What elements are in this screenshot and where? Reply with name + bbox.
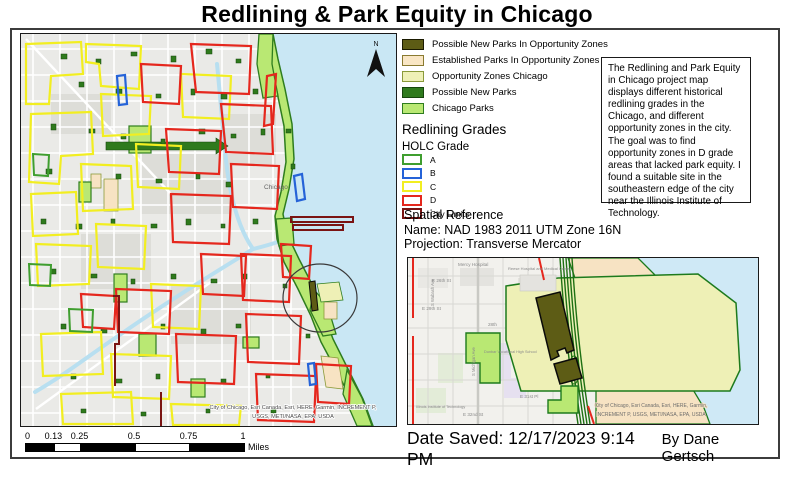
legend: Possible New Parks In Opportunity Zones …: [402, 36, 608, 221]
inset-map: Mercy Hospital Reese Hospital and Medica…: [407, 257, 759, 425]
legend-item: Opportunity Zones Chicago: [402, 68, 597, 84]
label-e31st: E 31st Pl: [520, 394, 538, 399]
legend-swatch-possible-new-parks: [402, 86, 424, 98]
inset-labels: Mercy Hospital Reese Hospital and Medica…: [416, 262, 572, 417]
legend-item-label: Possible New Parks In Opportunity Zones: [432, 38, 608, 50]
redlining-grades-heading: Redlining Grades: [402, 122, 507, 137]
scale-bar-ticks: 0 0.13 0.25 0.5 0.75 1: [25, 431, 246, 442]
scale-segment: [134, 444, 191, 451]
holc-b-zones: [115, 73, 318, 387]
inset-hospital-block: [519, 274, 557, 292]
footer: Date Saved: 12/17/2023 9:14 PM By Dane G…: [407, 428, 767, 470]
holc-item: B: [402, 167, 597, 181]
spatial-reference-heading: Spatial Reference: [404, 208, 504, 222]
scale-tick: 0.75: [179, 431, 198, 441]
legend-item: Possible New Parks: [402, 84, 597, 100]
inset-attribution-line1: City of Chicago, Esri Canada, Esri, HERE…: [595, 403, 708, 409]
scale-bar: 0 0.13 0.25 0.5 0.75 1 Miles: [25, 431, 275, 455]
inset-attribution-line2: INCREMENT P, USGS, METI/NASA, EPA, USDA: [596, 412, 706, 418]
legend-item-label: Established Parks In Opportunity Zones: [432, 54, 600, 66]
holc-item-label: A: [430, 154, 436, 165]
north-arrow-glyph: [367, 49, 385, 77]
city-label: Chicago: [264, 184, 288, 191]
site-possible-park: [308, 280, 319, 312]
label-dunbar: Dunbar Vocational High School: [484, 350, 537, 354]
legend-item-label: Chicago Parks: [432, 102, 494, 114]
scale-segment: [26, 444, 54, 451]
inset-red-roads: [412, 258, 595, 424]
legend-item: Established Parks In Opportunity Zones: [402, 52, 600, 68]
attribution-line2: USGS, METI/NASA, EPA, USDA: [252, 414, 334, 420]
holc-item-label: City Limits: [430, 208, 470, 219]
holc-c-zones: [24, 40, 243, 426]
label-28th: 28th: [488, 322, 497, 327]
holc-item: C: [402, 180, 597, 194]
legend-swatch-established-parks-oz: [402, 54, 424, 66]
north-label: N: [373, 41, 378, 48]
legend-item: Possible New Parks In Opportunity Zones: [402, 36, 608, 52]
scale-tick: 0.5: [127, 431, 141, 441]
north-arrow: N: [367, 41, 385, 77]
holc-item-label: D: [430, 195, 437, 206]
city-limits-lines: [113, 216, 354, 426]
label-iit: Illinois Institute of Technology: [416, 405, 465, 409]
spatial-reference-projection: Projection: Transverse Mercator: [404, 237, 582, 251]
main-map-canvas: N Chicago City of Chicago, Esri Canada, …: [21, 34, 396, 426]
site-circle-annotation: [282, 263, 358, 333]
holc-item-label: C: [430, 181, 437, 192]
author-text: By Dane Gertsch: [661, 431, 720, 465]
inset-map-canvas: Mercy Hospital Reese Hospital and Medica…: [408, 258, 758, 424]
holc-item: D: [402, 194, 597, 208]
label-e26th: E 26th St: [432, 278, 452, 283]
scale-tick: 0.25: [70, 431, 89, 441]
legend-swatch-opportunity-zones: [402, 70, 424, 82]
inset-possible-new-park: [535, 291, 583, 385]
label-michigan: S Michigan Ave: [471, 347, 476, 376]
scale-unit-label: Miles: [248, 442, 270, 452]
holc-d-zones: [79, 42, 353, 424]
attribution-line1: City of Chicago, Esri Canada, Esri, HERE…: [209, 405, 376, 411]
holc-swatch-b: [402, 167, 422, 179]
lakefront-parks: [266, 34, 374, 426]
label-wabash: S Wabash Ave: [430, 278, 435, 306]
main-map-attribution: City of Chicago, Esri Canada, Esri, HERE…: [209, 404, 378, 420]
main-map: N Chicago City of Chicago, Esri Canada, …: [20, 33, 397, 427]
inset-street-grid: [408, 258, 568, 424]
scale-tick: 1: [240, 431, 246, 441]
legend-swatch-chicago-parks: [402, 102, 424, 114]
label-e29th: E 29th St: [422, 306, 442, 311]
inset-attribution: City of Chicago, Esri Canada, Esri, HERE…: [594, 402, 708, 418]
spatial-reference: Spatial Reference Name: NAD 1983 2011 UT…: [404, 208, 621, 252]
legend-item: Chicago Parks: [402, 100, 597, 116]
description-text: The Redlining and Park Equity in Chicago…: [608, 63, 741, 220]
site-opportunity-zone: [316, 281, 344, 303]
holc-item: A: [402, 153, 597, 167]
legend-item-label: Possible New Parks: [432, 86, 517, 98]
holc-item: City Limits: [402, 207, 597, 221]
scale-segment: [81, 444, 135, 451]
holc-swatch-city-limits: [402, 208, 422, 220]
holc-grade-heading: HOLC Grade: [402, 141, 470, 153]
scale-tick: 0.13: [44, 431, 63, 441]
holc-swatch-a: [402, 154, 422, 166]
scale-segment: [190, 444, 244, 451]
inset-opportunity-zone: [505, 273, 741, 392]
inset-parks: [465, 332, 579, 414]
label-e32nd: E 32nd St: [463, 412, 484, 417]
date-saved-text: Date Saved: 12/17/2023 9:14 PM: [407, 428, 635, 469]
scale-tick: 0: [25, 431, 31, 441]
page-title: Redlining & Park Equity in Chicago: [201, 1, 593, 27]
label-reese-hospital: Reese Hospital and Medical Center: [508, 266, 572, 271]
holc-swatch-c: [402, 181, 422, 193]
scale-bar-segments: [25, 443, 245, 452]
holc-item-label: B: [430, 168, 436, 179]
legend-item-label: Opportunity Zones Chicago: [432, 70, 548, 82]
description-box: The Redlining and Park Equity in Chicago…: [601, 57, 751, 219]
scale-segment: [53, 444, 82, 451]
holc-swatch-d: [402, 194, 422, 206]
spatial-reference-name: Name: NAD 1983 2011 UTM Zone 16N: [404, 222, 622, 237]
holc-a-zones: [27, 152, 95, 334]
label-mercy-hospital: Mercy Hospital: [458, 262, 488, 267]
legend-swatch-possible-new-parks-oz: [402, 38, 424, 50]
